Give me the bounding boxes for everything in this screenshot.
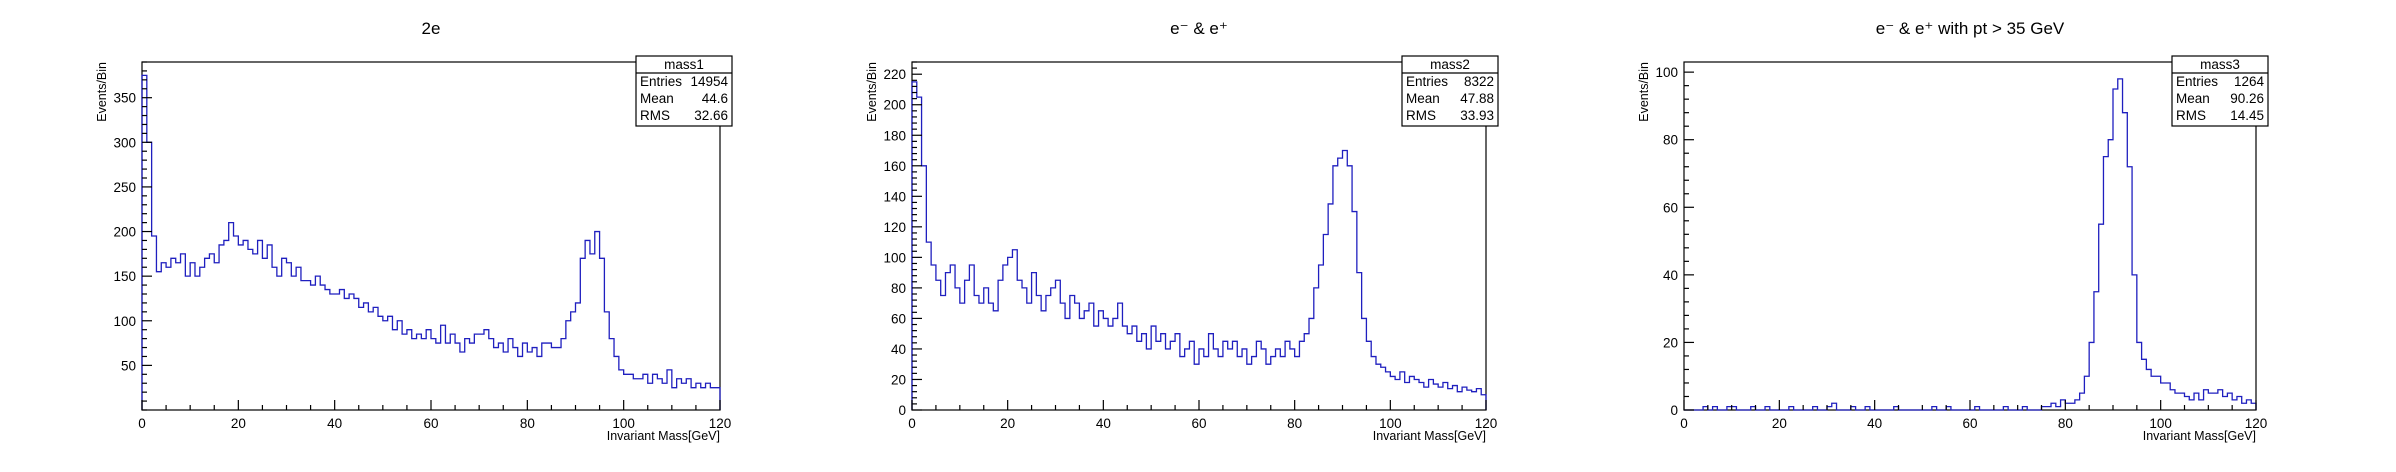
plot-frame xyxy=(1683,61,2257,411)
chart-title: 2e xyxy=(422,19,441,38)
y-tick-label: 40 xyxy=(1663,268,1678,283)
y-tick-label: 220 xyxy=(883,67,906,82)
y-tick-label: 140 xyxy=(883,189,906,204)
x-tick-label: 0 xyxy=(138,416,146,431)
y-tick-label: 20 xyxy=(1663,335,1678,350)
chart-panel-1: 0 20 40 60 80 100 120 50 100 150 200 250 300 350 Invar… xyxy=(95,19,733,443)
x-tick-label: 60 xyxy=(1191,416,1206,431)
stats-box-frame xyxy=(2171,55,2269,127)
y-tick-label: 350 xyxy=(113,91,136,106)
stats-row-label: RMS xyxy=(2176,108,2206,123)
y-tick-label: 160 xyxy=(883,159,906,174)
x-tick-label: 120 xyxy=(1475,416,1498,431)
histogram-series xyxy=(141,74,721,410)
stats-row-label: Entries xyxy=(2176,74,2218,89)
stats-row-label: Mean xyxy=(640,91,674,106)
y-tick-label: 0 xyxy=(898,403,906,418)
y-tick-label: 60 xyxy=(891,311,906,326)
x-tick-label: 20 xyxy=(1000,416,1015,431)
stats-box-frame xyxy=(635,55,733,127)
stats-row-label: Entries xyxy=(640,74,682,89)
stats-box-name: mass1 xyxy=(664,57,704,72)
x-tick-label: 0 xyxy=(1680,416,1688,431)
stats-row-value: 90.26 xyxy=(2230,91,2264,106)
y-tick-label: 100 xyxy=(883,250,906,265)
chart-title: e⁻ & e⁺ xyxy=(1170,19,1228,38)
x-tick-label: 100 xyxy=(612,416,635,431)
stats-row-label: RMS xyxy=(1406,108,1436,123)
y-tick-label: 150 xyxy=(113,269,136,284)
stats-box: mass3 Entries 1264 Mean 90.26 RMS 14.45 xyxy=(2171,55,2269,127)
x-tick-label: 40 xyxy=(1867,416,1882,431)
x-tick-label: 20 xyxy=(1772,416,1787,431)
y-axis-title: Events/Bin xyxy=(865,62,879,122)
y-tick-label: 100 xyxy=(113,314,136,329)
y-tick-label: 20 xyxy=(891,372,906,387)
x-tick-label: 100 xyxy=(1379,416,1402,431)
stats-box-name: mass2 xyxy=(1430,57,1470,72)
y-tick-label: 250 xyxy=(113,180,136,195)
histogram-series xyxy=(911,81,1487,410)
stats-row-label: Mean xyxy=(1406,91,1440,106)
x-axis-title: Invariant Mass[GeV] xyxy=(1373,429,1486,443)
x-tick-label: 120 xyxy=(2245,416,2268,431)
stats-box: mass2 Entries 8322 Mean 47.88 RMS 33.93 xyxy=(1401,55,1499,127)
y-tick-label: 60 xyxy=(1663,200,1678,215)
x-axis-title: Invariant Mass[GeV] xyxy=(2143,429,2256,443)
stats-row-value: 8322 xyxy=(1464,74,1494,89)
y-tick-label: 50 xyxy=(121,358,136,373)
x-tick-label: 60 xyxy=(1962,416,1977,431)
y-tick-label: 180 xyxy=(883,128,906,143)
x-tick-label: 20 xyxy=(231,416,246,431)
stats-row-value: 14954 xyxy=(690,74,728,89)
x-tick-label: 120 xyxy=(709,416,732,431)
y-tick-label: 100 xyxy=(1655,65,1678,80)
x-tick-label: 100 xyxy=(2149,416,2172,431)
histogram-series xyxy=(1684,78,2257,411)
stats-row-value: 47.88 xyxy=(1460,91,1494,106)
y-tick-label: 120 xyxy=(883,220,906,235)
x-tick-label: 80 xyxy=(2058,416,2073,431)
x-tick-label: 40 xyxy=(327,416,342,431)
x-tick-label: 0 xyxy=(908,416,916,431)
stats-row-value: 33.93 xyxy=(1460,108,1494,123)
stats-row-label: Entries xyxy=(1406,74,1448,89)
stats-box: mass1 Entries 14954 Mean 44.6 RMS 32.66 xyxy=(635,55,733,127)
y-tick-label: 80 xyxy=(1663,133,1678,148)
y-axis-title: Events/Bin xyxy=(1637,62,1651,122)
stats-row-label: RMS xyxy=(640,108,670,123)
stats-row-value: 32.66 xyxy=(694,108,728,123)
x-tick-label: 60 xyxy=(423,416,438,431)
stats-row-label: Mean xyxy=(2176,91,2210,106)
y-tick-label: 200 xyxy=(883,98,906,113)
stats-box-frame xyxy=(1401,55,1499,127)
stats-box-name: mass3 xyxy=(2200,57,2240,72)
y-tick-label: 0 xyxy=(1670,403,1678,418)
stats-row-value: 14.45 xyxy=(2230,108,2264,123)
x-tick-label: 80 xyxy=(520,416,535,431)
y-tick-label: 200 xyxy=(113,225,136,240)
stats-row-value: 1264 xyxy=(2234,74,2265,89)
stats-row-value: 44.6 xyxy=(702,91,728,106)
y-axis-title: Events/Bin xyxy=(95,62,109,122)
x-tick-label: 80 xyxy=(1287,416,1302,431)
chart-panel-2: 0 20 40 60 80 100 120 0 20 40 60 80 100 120 140 160 180 2… xyxy=(865,19,1499,443)
x-tick-label: 40 xyxy=(1096,416,1111,431)
y-tick-label: 80 xyxy=(891,281,906,296)
y-tick-label: 300 xyxy=(113,135,136,150)
chart-title: e⁻ & e⁺ with pt > 35 GeV xyxy=(1876,19,2065,38)
y-tick-label: 40 xyxy=(891,342,906,357)
x-axis-title: Invariant Mass[GeV] xyxy=(607,429,720,443)
